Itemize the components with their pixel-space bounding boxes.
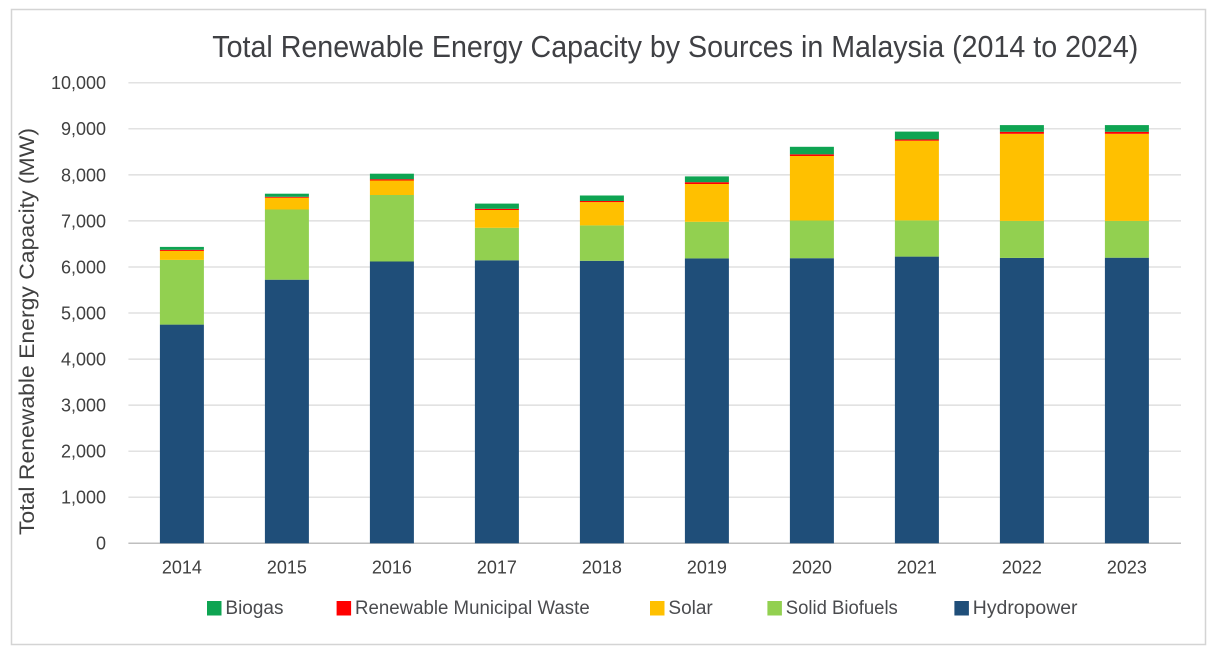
svg-text:2021: 2021 bbox=[897, 558, 937, 578]
svg-text:2018: 2018 bbox=[582, 558, 622, 578]
svg-text:1,000: 1,000 bbox=[61, 488, 106, 508]
svg-text:0: 0 bbox=[96, 534, 106, 554]
svg-text:5,000: 5,000 bbox=[61, 303, 106, 323]
svg-text:10,000: 10,000 bbox=[51, 73, 106, 93]
svg-text:6,000: 6,000 bbox=[61, 257, 106, 277]
svg-text:8,000: 8,000 bbox=[61, 165, 106, 185]
svg-text:Total Renewable Energy Capacit: Total Renewable Energy Capacity by Sourc… bbox=[212, 29, 1138, 64]
svg-text:2014: 2014 bbox=[162, 558, 202, 578]
svg-text:Solar: Solar bbox=[668, 598, 713, 619]
svg-text:2019: 2019 bbox=[687, 558, 727, 578]
svg-text:Hydropower: Hydropower bbox=[973, 598, 1078, 619]
svg-text:4,000: 4,000 bbox=[61, 350, 106, 370]
svg-text:Biogas: Biogas bbox=[225, 598, 283, 619]
svg-text:2017: 2017 bbox=[477, 558, 517, 578]
svg-text:2016: 2016 bbox=[372, 558, 412, 578]
svg-text:2023: 2023 bbox=[1107, 558, 1147, 578]
svg-text:2022: 2022 bbox=[1002, 558, 1042, 578]
svg-text:2020: 2020 bbox=[792, 558, 832, 578]
svg-text:7,000: 7,000 bbox=[61, 211, 106, 231]
svg-text:Total Renewable Energy Capacit: Total Renewable Energy Capacity (MW) bbox=[16, 128, 39, 535]
svg-text:2015: 2015 bbox=[267, 558, 307, 578]
svg-text:Solid Biofuels: Solid Biofuels bbox=[786, 598, 898, 619]
svg-text:3,000: 3,000 bbox=[61, 396, 106, 416]
svg-text:2,000: 2,000 bbox=[61, 442, 106, 462]
svg-text:Renewable Municipal Waste: Renewable Municipal Waste bbox=[355, 598, 590, 619]
svg-text:9,000: 9,000 bbox=[61, 119, 106, 139]
